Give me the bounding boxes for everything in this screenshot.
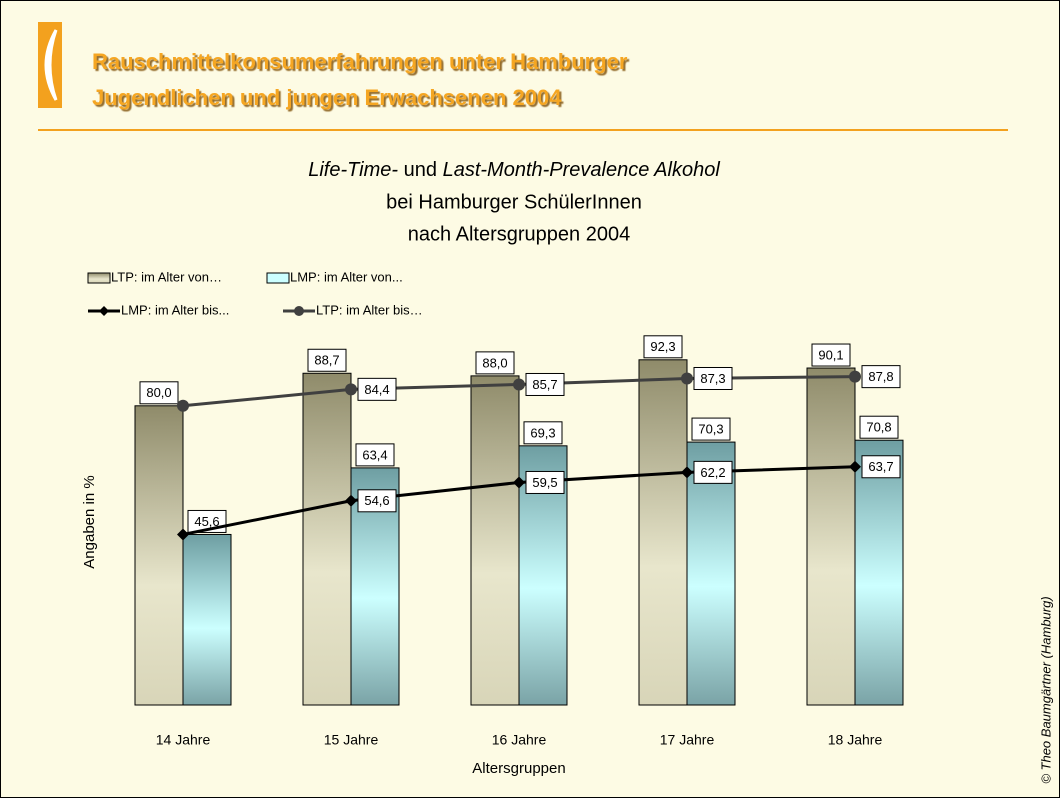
x-tick-label: 15 Jahre xyxy=(324,732,379,748)
data-label: 88,0 xyxy=(482,355,507,370)
data-label-box xyxy=(475,351,515,375)
data-label-box xyxy=(525,470,565,494)
legend-marker xyxy=(99,306,109,316)
line-marker xyxy=(345,494,357,507)
bar xyxy=(638,359,688,706)
data-label-box xyxy=(859,415,899,439)
data-label: 45,6 xyxy=(194,514,219,529)
data-label: 69,3 xyxy=(530,425,555,440)
legend-swatch xyxy=(87,272,111,284)
data-label-box xyxy=(861,365,901,389)
header-title: Rauschmittelkonsumerfahrungen unter Hamb… xyxy=(92,49,628,74)
data-label-box xyxy=(523,421,563,445)
data-label: 70,3 xyxy=(698,422,723,437)
bar xyxy=(686,441,736,706)
x-tick-label: 14 Jahre xyxy=(156,732,211,748)
bar xyxy=(470,375,520,706)
x-tick-label: 17 Jahre xyxy=(660,732,715,748)
data-label: 90,1 xyxy=(818,347,843,362)
data-label: 70,8 xyxy=(866,420,891,435)
header-title: Jugendlichen und jungen Erwachsenen 2004 xyxy=(92,85,562,110)
line-marker xyxy=(513,378,525,391)
logo-crescent xyxy=(44,29,58,101)
line-marker xyxy=(177,399,189,412)
credit: © Theo Baumgärtner (Hamburg) xyxy=(1038,596,1053,783)
data-label-box xyxy=(139,381,179,405)
line-marker xyxy=(177,528,189,541)
line-marker xyxy=(513,476,525,489)
x-axis-label: Altersgruppen xyxy=(472,760,565,777)
legend-label: LMP: im Alter bis... xyxy=(121,302,229,317)
data-label-box xyxy=(861,455,901,479)
line-marker xyxy=(681,372,693,385)
data-label: 80,0 xyxy=(146,385,171,400)
legend-label: LTP: im Alter von… xyxy=(111,269,222,284)
legend-marker xyxy=(294,306,304,316)
data-label: 87,3 xyxy=(700,371,725,386)
line-marker xyxy=(849,370,861,383)
data-label: 92,3 xyxy=(650,339,675,354)
legend-swatch xyxy=(266,272,290,284)
y-axis-label: Angaben in % xyxy=(81,475,98,568)
data-label: 59,5 xyxy=(532,475,557,490)
data-label-box xyxy=(355,443,395,467)
data-label: 88,7 xyxy=(314,353,339,368)
chart-title: Life-Time- und Last-Month-Prevalence Alk… xyxy=(308,159,720,181)
data-label-box xyxy=(643,335,683,359)
legend-label: LTP: im Alter bis… xyxy=(316,302,423,317)
line-marker xyxy=(345,383,357,396)
data-label: 85,7 xyxy=(532,377,557,392)
bar xyxy=(854,439,904,706)
data-label: 63,7 xyxy=(868,459,893,474)
legend-label: LMP: im Alter von... xyxy=(290,269,403,284)
data-label: 63,4 xyxy=(362,447,387,462)
data-label-box xyxy=(693,460,733,484)
chart-subtitle: bei Hamburger SchülerInnen xyxy=(386,191,642,213)
data-label: 62,2 xyxy=(700,465,725,480)
bar xyxy=(302,372,352,706)
x-tick-label: 16 Jahre xyxy=(492,732,547,748)
chart-subtitle: nach Altersgruppen 2004 xyxy=(408,223,630,245)
line-marker xyxy=(849,460,861,473)
data-label-box xyxy=(307,348,347,372)
data-label-box xyxy=(357,377,397,401)
data-label-box xyxy=(525,372,565,396)
line-marker xyxy=(681,466,693,479)
bar xyxy=(806,367,856,706)
data-label-box xyxy=(691,417,731,441)
data-label-box xyxy=(693,366,733,390)
x-tick-label: 18 Jahre xyxy=(828,732,883,748)
data-label: 84,4 xyxy=(364,382,389,397)
data-label: 54,6 xyxy=(364,493,389,508)
bar xyxy=(182,533,232,706)
bar xyxy=(134,405,184,706)
data-label: 87,8 xyxy=(868,369,893,384)
data-label-box xyxy=(357,489,397,513)
data-label-box xyxy=(811,343,851,367)
